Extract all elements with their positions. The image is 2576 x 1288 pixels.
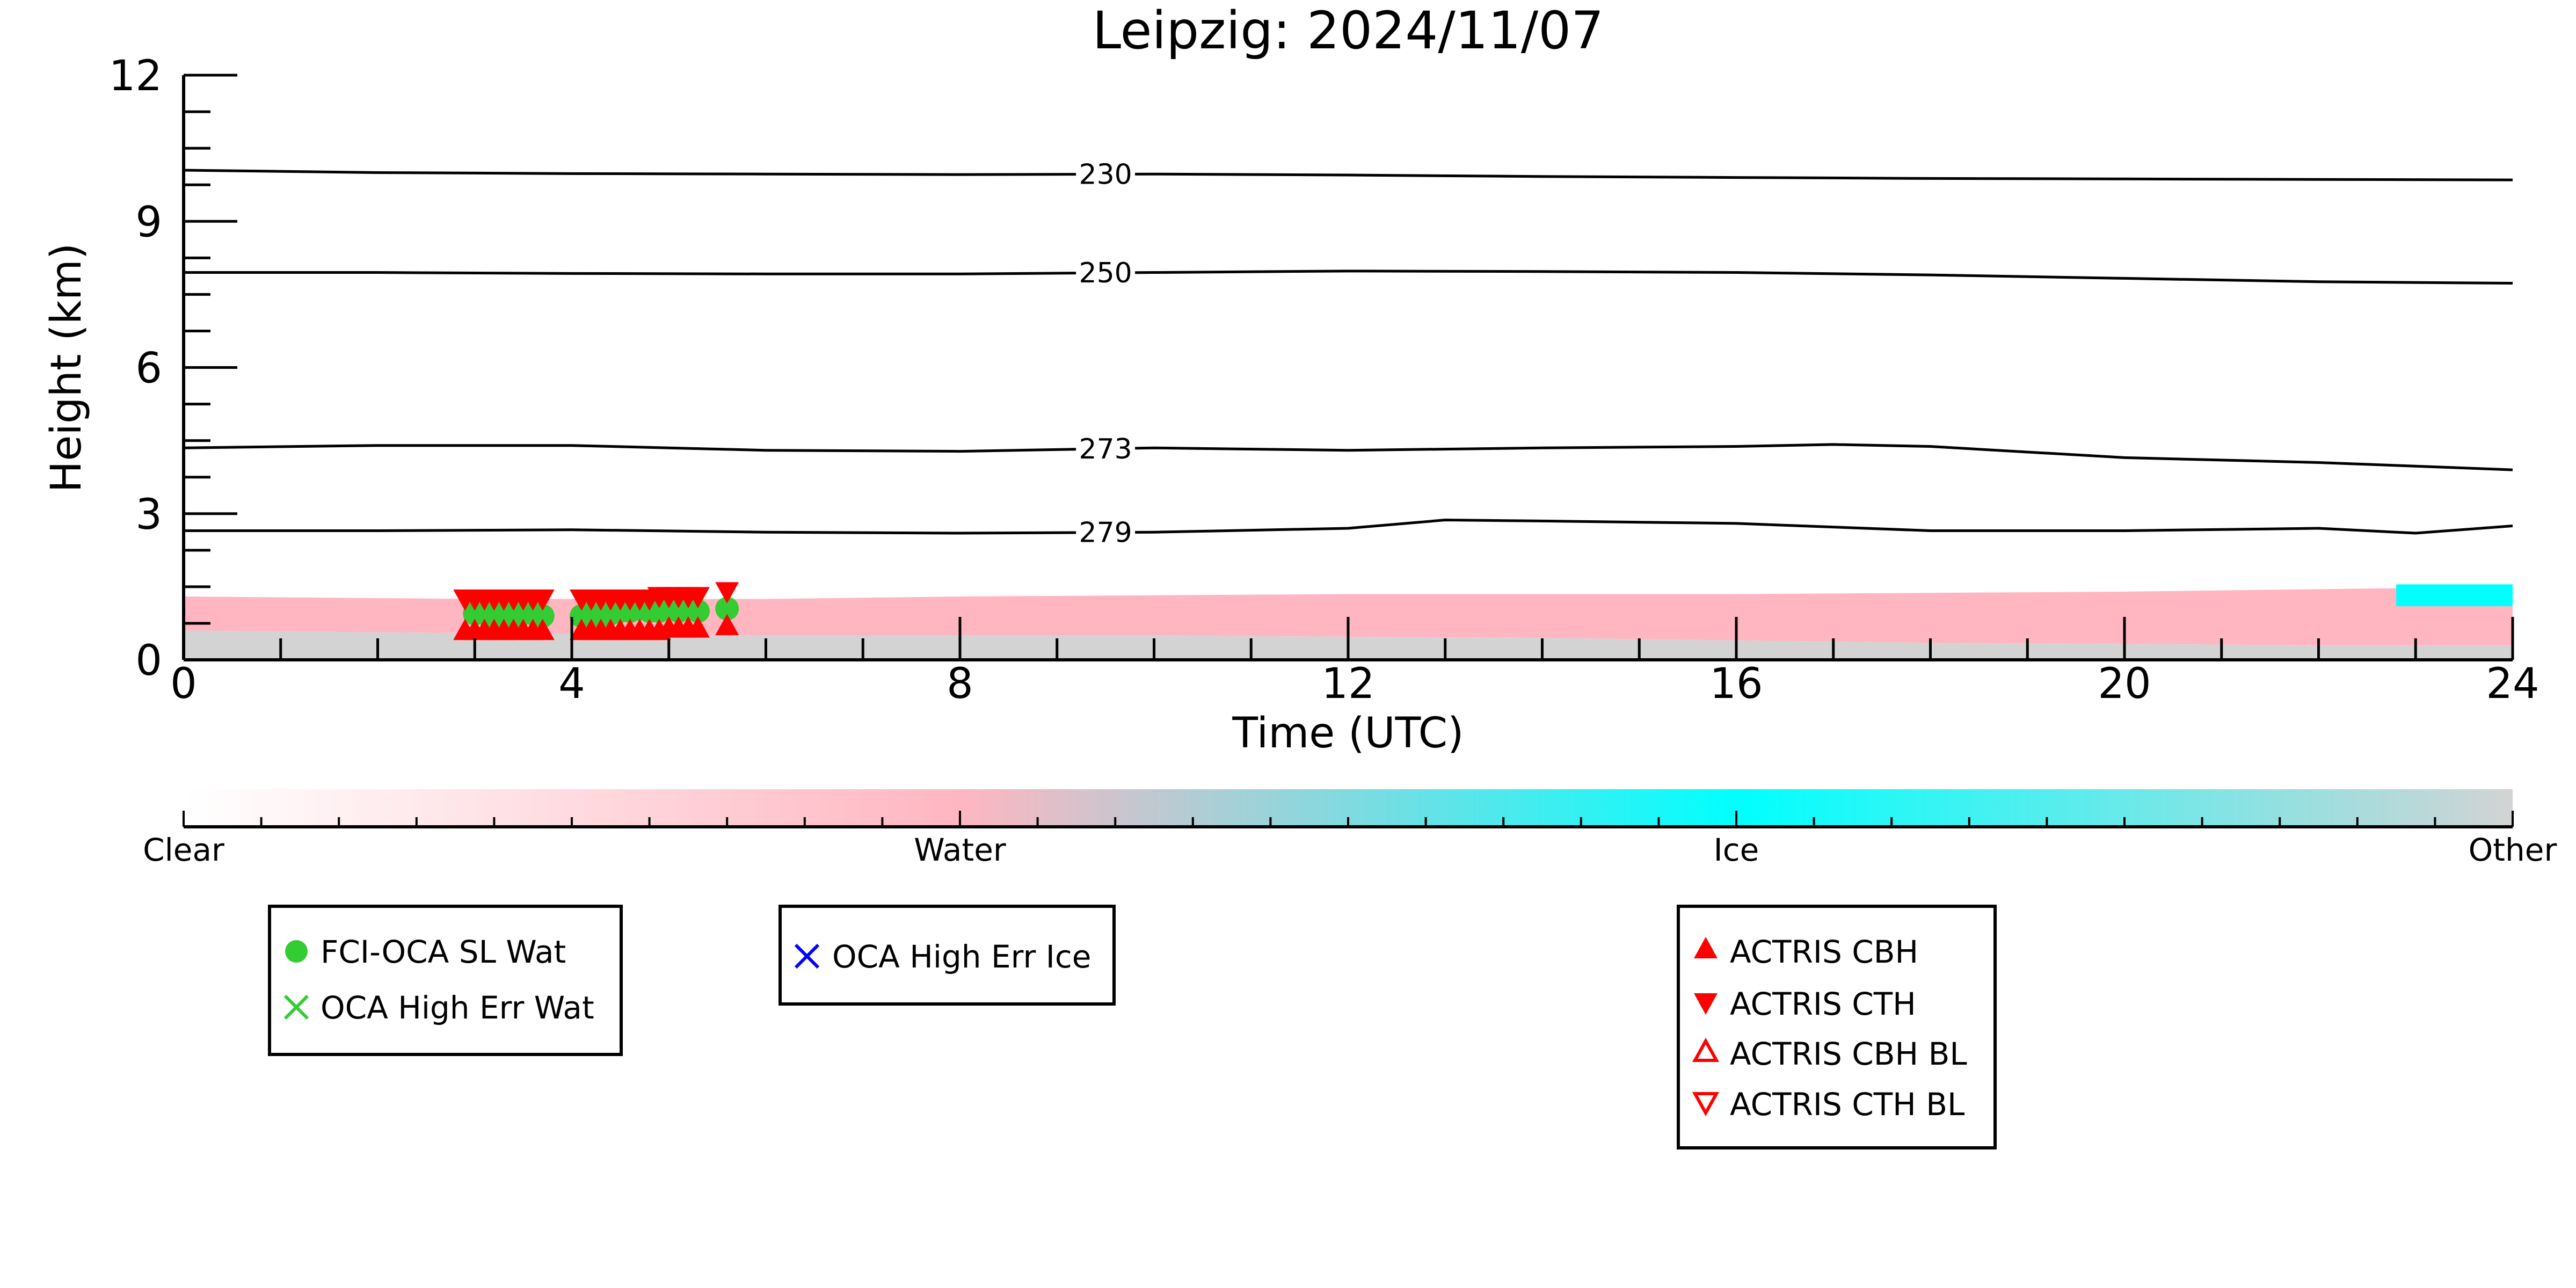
filled-up-triangle-icon bbox=[1694, 937, 1718, 958]
phase-layer-ice bbox=[2396, 584, 2513, 607]
x-tick-label: 4 bbox=[558, 660, 585, 708]
blue-x-icon bbox=[794, 943, 820, 969]
phase-layer-water bbox=[184, 586, 2513, 645]
temperature-contours bbox=[184, 169, 2513, 535]
axes bbox=[182, 75, 2513, 661]
open-down-triangle-icon bbox=[1692, 1092, 1720, 1117]
legend-actris: ACTRIS CBH ACTRIS CTH ACTRIS CBH BL ACTR… bbox=[1677, 905, 1997, 1149]
contour-label-bg bbox=[1076, 435, 1136, 462]
y-tick-label: 0 bbox=[135, 637, 162, 685]
contour-label-bg bbox=[1076, 260, 1136, 286]
legend-box bbox=[1677, 905, 1997, 1149]
chart-title: Leipzig: 2024/11/07 bbox=[1093, 1, 1604, 61]
x-tick-label: 20 bbox=[2098, 660, 2151, 708]
legend-label: ACTRIS CBH bbox=[1730, 934, 1918, 970]
legend-label: ACTRIS CBH BL bbox=[1730, 1036, 1967, 1072]
contour-line-273 bbox=[184, 443, 2513, 471]
retrieval-points bbox=[453, 582, 739, 641]
open-up-triangle-icon bbox=[1692, 1037, 1720, 1062]
contour-label-230: 230 bbox=[1079, 158, 1132, 191]
colorbar-labels: Clear Water Ice Other bbox=[143, 832, 2557, 868]
y-axis-label: Height (km) bbox=[42, 243, 91, 493]
contour-line-250 bbox=[184, 270, 2513, 285]
green-x-icon bbox=[283, 994, 309, 1020]
contour-label-273: 273 bbox=[1079, 433, 1132, 465]
fci-oca-sl-wat-point bbox=[715, 596, 739, 621]
x-tick-label: 16 bbox=[1709, 660, 1763, 708]
x-tick-label: 8 bbox=[947, 660, 973, 708]
contour-label-279: 279 bbox=[1079, 517, 1132, 549]
legend-label: OCA High Err Wat bbox=[321, 989, 594, 1026]
legend-oca-water: FCI-OCA SL Wat OCA High Err Wat bbox=[268, 905, 623, 1056]
actris-cth-point bbox=[715, 582, 739, 603]
colorbar-label-water: Water bbox=[914, 832, 1006, 868]
contour-line-279 bbox=[184, 519, 2513, 535]
y-ticks: 0 3 6 9 12 bbox=[109, 52, 237, 685]
actris-cth-point bbox=[686, 587, 710, 609]
x-axis-label: Time (UTC) bbox=[1232, 709, 1464, 758]
colorbar-ticks bbox=[183, 811, 2514, 827]
legend-box bbox=[778, 905, 1116, 1006]
x-tick-label: 12 bbox=[1321, 660, 1374, 708]
filled-down-triangle-icon bbox=[1694, 993, 1718, 1015]
actris-cbh-point bbox=[530, 618, 555, 641]
contour-label-bg bbox=[1076, 161, 1136, 187]
legend-oca-ice: OCA High Err Ice bbox=[778, 905, 1116, 1006]
fci-oca-sl-wat-point bbox=[686, 599, 710, 623]
legend-label: FCI-OCA SL Wat bbox=[321, 934, 566, 970]
legend-label: ACTRIS CTH bbox=[1730, 986, 1916, 1022]
legend-label: ACTRIS CTH BL bbox=[1730, 1086, 1964, 1123]
colorbar-label-ice: Ice bbox=[1714, 832, 1759, 868]
contour-labels: 230 250 273 279 bbox=[1076, 158, 1136, 549]
green-circle-icon bbox=[285, 940, 308, 963]
y-tick-label: 6 bbox=[135, 345, 162, 393]
x-ticks: 0 4 8 12 16 20 24 bbox=[170, 617, 2539, 708]
colorbar-label-other: Other bbox=[2469, 832, 2557, 868]
fci-oca-sl-wat-point bbox=[530, 604, 555, 628]
actris-cth-point bbox=[530, 589, 555, 611]
actris-cbh-point bbox=[686, 616, 710, 638]
actris-cbh-point bbox=[715, 614, 739, 636]
x-tick-label: 24 bbox=[2486, 660, 2539, 708]
legend-label: OCA High Err Ice bbox=[832, 938, 1091, 975]
y-tick-label: 12 bbox=[109, 52, 162, 100]
plot-area bbox=[184, 169, 2513, 660]
contour-label-bg bbox=[1076, 519, 1136, 545]
legend-box bbox=[268, 905, 623, 1056]
x-tick-label: 0 bbox=[170, 660, 197, 708]
contour-line-230 bbox=[184, 169, 2513, 181]
colorbar-label-clear: Clear bbox=[143, 832, 224, 868]
y-tick-label: 3 bbox=[135, 491, 162, 539]
y-tick-label: 9 bbox=[135, 198, 162, 246]
contour-label-250: 250 bbox=[1079, 257, 1132, 289]
